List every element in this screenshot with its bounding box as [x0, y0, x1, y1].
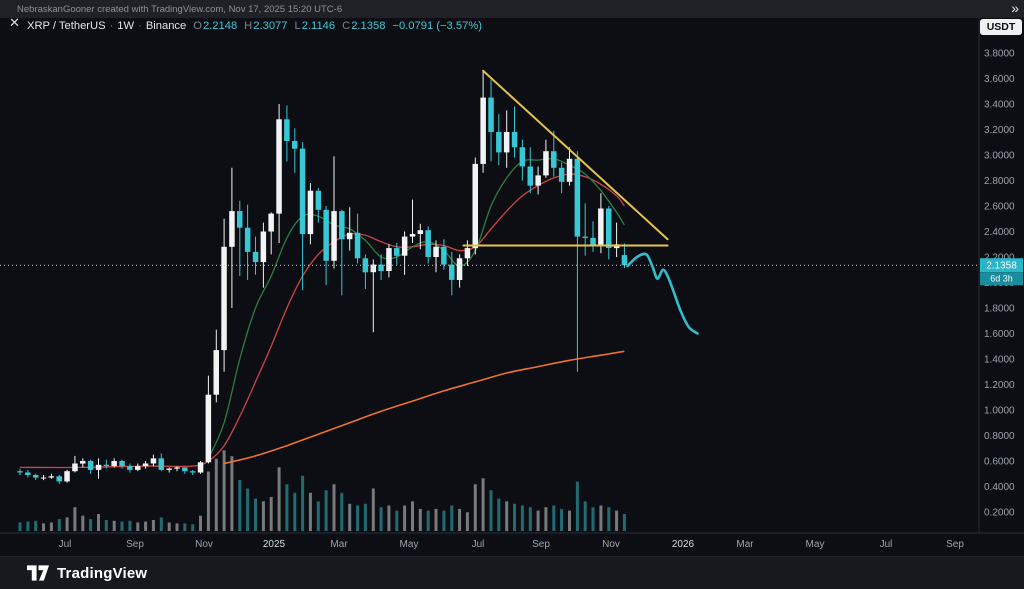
open-value: 2.2148: [202, 20, 238, 32]
svg-text:2025: 2025: [263, 539, 286, 550]
interval[interactable]: 1W: [117, 20, 135, 32]
separator: ·: [109, 20, 114, 32]
svg-text:1.0000: 1.0000: [984, 406, 1015, 417]
open-label: O: [193, 20, 202, 32]
svg-text:2026: 2026: [672, 539, 695, 550]
svg-text:2.1358: 2.1358: [986, 261, 1017, 272]
current-price-label: 2.1358 6d 3h: [980, 258, 1023, 286]
tradingview-brand[interactable]: TradingView: [27, 564, 147, 582]
svg-text:0.6000: 0.6000: [984, 457, 1015, 468]
svg-text:Mar: Mar: [330, 539, 348, 550]
tradingview-wordmark: TradingView: [57, 564, 148, 582]
svg-text:3.2000: 3.2000: [984, 125, 1015, 136]
svg-text:1.6000: 1.6000: [984, 329, 1015, 340]
currency-toggle-usdt[interactable]: USDT: [980, 19, 1022, 35]
svg-text:Jul: Jul: [59, 539, 72, 550]
attribution-text: NebraskanGooner created with TradingView…: [17, 3, 343, 15]
svg-text:3.4000: 3.4000: [984, 100, 1015, 111]
forecast-drawing: [626, 252, 699, 335]
candles-layer: [17, 70, 628, 484]
svg-text:0.8000: 0.8000: [984, 431, 1015, 442]
svg-text:3.0000: 3.0000: [984, 151, 1015, 162]
svg-text:Nov: Nov: [195, 539, 213, 550]
svg-text:Jul: Jul: [880, 539, 893, 550]
close-value: 2.1358: [351, 20, 386, 32]
time-axis[interactable]: [0, 533, 1024, 556]
svg-text:6d 3h: 6d 3h: [990, 274, 1013, 284]
svg-text:1.4000: 1.4000: [984, 355, 1015, 366]
svg-text:1.8000: 1.8000: [984, 304, 1015, 315]
high-value: 2.3077: [253, 20, 288, 32]
svg-text:May: May: [400, 539, 419, 550]
price-axis[interactable]: [979, 18, 1024, 533]
volume-layer: [18, 450, 626, 532]
svg-text:3.8000: 3.8000: [984, 49, 1015, 60]
low-value: 2.1146: [301, 20, 336, 32]
svg-text:2.8000: 2.8000: [984, 176, 1015, 187]
svg-text:3.6000: 3.6000: [984, 74, 1015, 85]
symbol-name[interactable]: XRP / TetherUS: [27, 20, 106, 32]
svg-text:Sep: Sep: [532, 539, 550, 550]
svg-text:0.2000: 0.2000: [984, 508, 1015, 519]
ma-fast-green: [207, 157, 625, 459]
high-label: H: [244, 20, 253, 32]
svg-text:Jul: Jul: [472, 539, 485, 550]
collapse-panel-icon[interactable]: »: [1011, 0, 1019, 16]
svg-text:2.6000: 2.6000: [984, 202, 1015, 213]
svg-text:Sep: Sep: [126, 539, 144, 550]
svg-text:2.2000: 2.2000: [984, 253, 1015, 264]
svg-text:Nov: Nov: [602, 539, 620, 550]
close-button[interactable]: ✕: [9, 15, 20, 30]
symbol-legend: XRP / TetherUS · 1W · Binance O2.2148 H2.3077 L…: [27, 20, 482, 32]
svg-text:2.4000: 2.4000: [984, 227, 1015, 238]
drawings-layer[interactable]: [0, 69, 978, 335]
separator: ·: [138, 20, 142, 32]
low-label: L: [294, 20, 301, 32]
svg-text:Sep: Sep: [946, 539, 964, 550]
footer-bar: TradingView: [0, 556, 1024, 589]
ma-slow-orange: [223, 350, 625, 465]
svg-text:0.4000: 0.4000: [984, 482, 1015, 493]
descending-resistance: [482, 69, 669, 241]
svg-text:1.2000: 1.2000: [984, 380, 1015, 391]
change-value: −0.0791 (−3.57%): [392, 20, 482, 32]
attribution-bar: NebraskanGooner created with TradingView…: [0, 0, 1024, 18]
moving-averages-layer: [19, 157, 625, 469]
svg-text:May: May: [806, 539, 825, 550]
exchange[interactable]: Binance: [145, 20, 187, 32]
tradingview-logo-icon: [27, 565, 50, 581]
axes-layer: 3.8000 3.6000 3.4000 3.2000 3.0000 2.8000 2.60…: [0, 18, 1024, 550]
svg-text:Mar: Mar: [736, 539, 754, 550]
close-label: C: [342, 20, 351, 32]
